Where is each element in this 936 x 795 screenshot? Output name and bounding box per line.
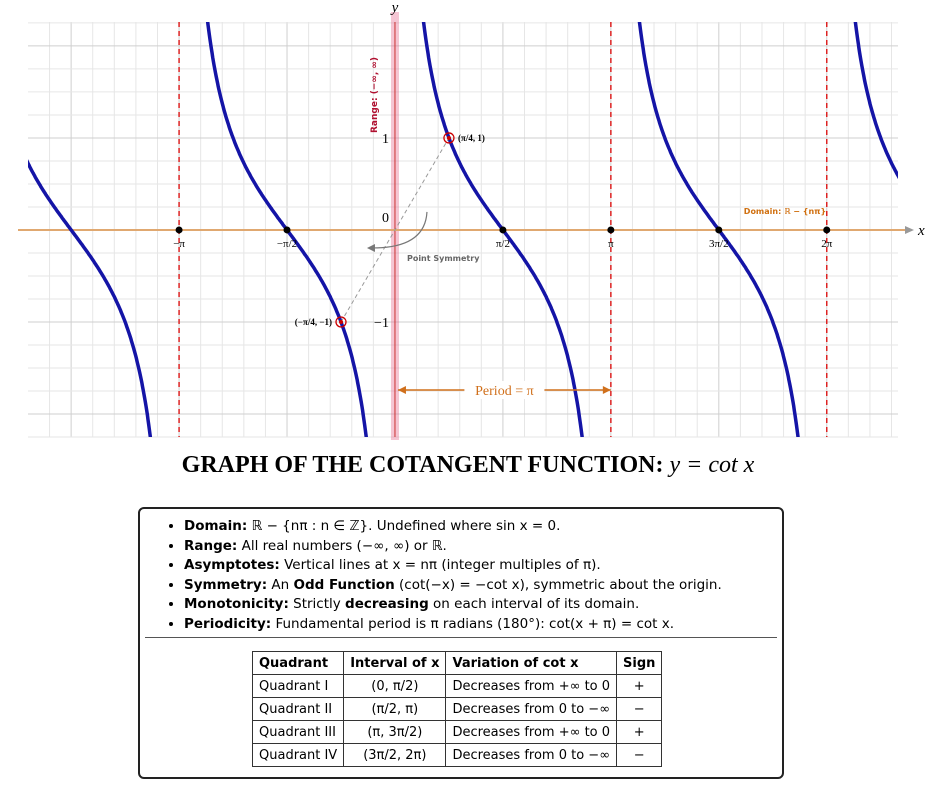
table-cell: − <box>616 743 663 767</box>
x-tick-label: −π/2 <box>277 238 297 250</box>
x-tick-dot <box>715 226 723 234</box>
table-cell: Decreases from 0 to −∞ <box>445 697 618 721</box>
bullet-text: Vertical lines at x = nπ (integer multip… <box>279 557 601 573</box>
table-cell: Decreases from +∞ to 0 <box>445 674 618 698</box>
x-tick-dot <box>175 226 183 234</box>
highlight-dot <box>446 135 451 140</box>
table-cell: (3π/2, 2π) <box>343 743 447 767</box>
bullet-bold: Range: <box>184 537 238 554</box>
point-label: (−π/4, −1) <box>295 317 332 327</box>
bullet-text: (cot(−x) = −cot x), symmetric about the … <box>394 576 722 593</box>
curves <box>28 22 898 437</box>
x-tick-label: π <box>608 238 614 250</box>
bullet-bold: Odd Function <box>293 576 395 593</box>
table-cell: (0, π/2) <box>343 674 447 698</box>
bullet-list: Domain: ℝ − {nπ : n ∈ ℤ}. Undefined wher… <box>166 517 722 634</box>
table-header: Interval of x <box>343 651 447 675</box>
table-row: Quadrant IV (3π/2, 2π) Decreases from 0 to… <box>251 743 663 767</box>
y-tick-label: 1 <box>382 132 389 147</box>
bullet-bold: decreasing <box>345 596 429 612</box>
highlight-point <box>335 316 347 328</box>
table-cell: Quadrant IV <box>251 743 345 767</box>
table-cell: Quadrant I <box>251 674 345 698</box>
bullet-text: ℝ − {nπ : n ∈ ℤ}. Undefined where sin x … <box>247 518 561 534</box>
symmetry-arrow <box>372 211 428 249</box>
bullet-bold: Symmetry: <box>184 576 268 593</box>
x-axis-arrow <box>905 225 914 234</box>
symmetry-label: Point Symmetry <box>407 254 480 263</box>
table-header: Variation of cot x <box>445 651 618 675</box>
bullet: Range: All real numbers (−∞, ∞) or ℝ. <box>184 537 722 557</box>
x-tick-label: 2π <box>821 238 833 250</box>
period-label-bg <box>464 381 545 399</box>
table-row: Quadrant I (0, π/2) Decreases from +∞ to 0… <box>251 674 663 698</box>
bullet-text: An <box>267 576 294 593</box>
bullet-bold: Periodicity: <box>184 615 272 632</box>
domain-label: Domain: ℝ − {nπ} <box>744 207 826 216</box>
table-cell: + <box>616 674 663 698</box>
period-label: Period = π <box>475 384 534 399</box>
x-tick-label: −π <box>173 238 185 250</box>
bullet-bold: Asymptotes: <box>184 557 280 573</box>
table-cell: + <box>616 720 663 744</box>
x-tick-dot <box>499 226 507 234</box>
y-tick-label: −1 <box>374 316 389 331</box>
bullet-text: Fundamental period is π radians (180°): … <box>271 615 675 632</box>
table-cell: Decreases from +∞ to 0 <box>445 720 618 744</box>
x-tick-dot <box>823 226 831 234</box>
title-math: y = cot x <box>669 452 755 478</box>
symmetry-arrowhead <box>366 243 375 252</box>
bullet: Symmetry: An Odd Function (cot(−x) = −co… <box>184 576 722 596</box>
cot-graph: x y −π −π/2 π/2 π 3π/2 2π 0 1 −1 Range: (−∞, ∞) Doma… <box>18 0 925 440</box>
y-axis-label: y <box>390 0 399 16</box>
highlight-dot <box>338 319 343 324</box>
bullet-bold: Domain: <box>184 518 248 534</box>
bullet: Periodicity: Fundamental period is π rad… <box>184 615 722 635</box>
x-axis-label: x <box>917 223 925 239</box>
bullet: Monotonicity: Strictly decreasing on eac… <box>184 595 722 615</box>
cot-curve <box>28 159 153 437</box>
bullet-bold: Monotonicity: <box>184 596 289 612</box>
highlight-point <box>443 132 455 144</box>
bullet-text: All real numbers (−∞, ∞) or ℝ. <box>237 537 447 554</box>
range-label: Range: (−∞, ∞) <box>370 57 380 133</box>
y-tick-label: 0 <box>382 211 389 226</box>
point-label: (π/4, 1) <box>458 133 485 143</box>
x-tick-dot <box>283 226 291 234</box>
table-header: Quadrant <box>251 651 345 675</box>
divider <box>145 637 777 638</box>
table-header: Sign <box>616 651 663 675</box>
bullet-text: Strictly <box>288 596 346 612</box>
table-row: Quadrant III (π, 3π/2) Decreases from +∞ t… <box>251 720 663 744</box>
table-cell: (π, 3π/2) <box>343 720 447 744</box>
title: GRAPH OF THE COTANGENT FUNCTION: y = cot… <box>0 452 936 479</box>
table-cell: Quadrant II <box>251 697 345 721</box>
title-text: GRAPH OF THE COTANGENT FUNCTION: <box>181 452 664 478</box>
cot-curve <box>853 22 898 180</box>
bullet-text: on each interval of its domain. <box>428 596 640 612</box>
table-cell: Decreases from 0 to −∞ <box>445 743 618 767</box>
x-tick-dot <box>607 226 615 234</box>
bullet: Asymptotes: Vertical lines at x = nπ (in… <box>184 556 722 576</box>
symmetry-line <box>340 137 450 323</box>
info-box: Domain: ℝ − {nπ : n ∈ ℤ}. Undefined wher… <box>138 507 784 779</box>
table-cell: (π/2, π) <box>343 697 447 721</box>
x-tick-label: 3π/2 <box>709 238 729 250</box>
table-cell: Quadrant III <box>251 720 345 744</box>
table-cell: − <box>616 697 663 721</box>
bullet: Domain: ℝ − {nπ : n ∈ ℤ}. Undefined wher… <box>184 517 722 537</box>
x-tick-label: π/2 <box>496 238 510 250</box>
table-row: Quadrant II (π/2, π) Decreases from 0 to −… <box>251 697 663 721</box>
